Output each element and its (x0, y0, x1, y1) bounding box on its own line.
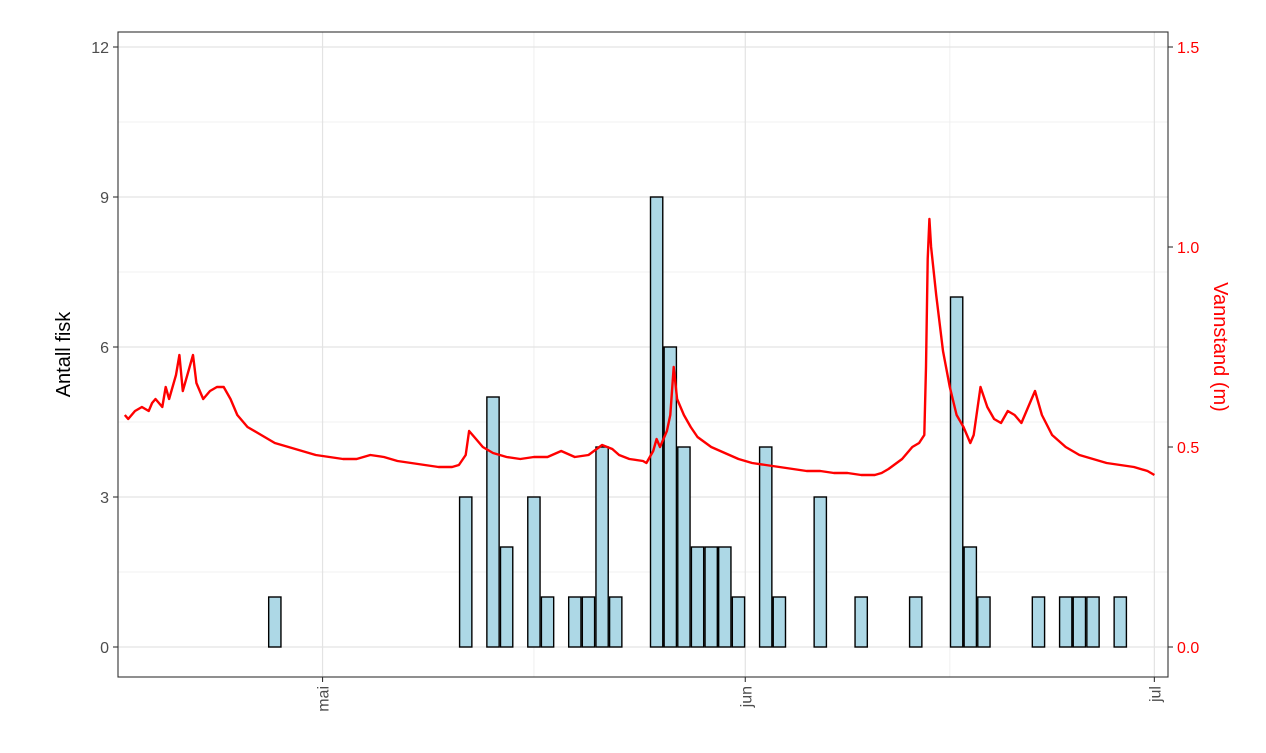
bar (1086, 596, 1100, 648)
bar (854, 596, 869, 648)
bar (1058, 596, 1073, 648)
y-tick-label: 0 (100, 640, 109, 657)
bar (458, 496, 473, 648)
bar (977, 596, 991, 648)
bar (581, 596, 596, 648)
bar (1031, 596, 1046, 648)
axes: 0 3 6 9 12 0.0 0.5 1.0 1.5 mai jun jul (91, 40, 1199, 712)
y-axis-label: Antall fisk (53, 311, 75, 398)
plot-panel-border (117, 31, 1169, 678)
y2-tick-label: 1.0 (1177, 240, 1199, 257)
plot-background (118, 32, 1168, 677)
bar (908, 596, 923, 648)
y2-tick-label: 0.5 (1177, 440, 1199, 457)
bar (772, 596, 787, 648)
bars (267, 196, 1128, 648)
y2-tick-label: 1.5 (1177, 40, 1199, 57)
y-tick-label: 3 (100, 490, 109, 507)
bar (717, 546, 732, 648)
x-tick-label: jul (1147, 686, 1164, 703)
bar (486, 396, 500, 648)
x-tick-label: jun (738, 686, 755, 708)
x-tick-label: mai (316, 686, 333, 712)
bar (649, 196, 664, 648)
grid (118, 32, 1168, 677)
y2-tick-label: 0.0 (1177, 640, 1199, 657)
bar (690, 546, 705, 648)
secondary-y-axis-label: Vannstand (m) (1209, 282, 1231, 412)
bar (813, 496, 828, 648)
bar (608, 596, 623, 648)
bar (595, 446, 609, 648)
bar (677, 446, 691, 648)
bar (758, 446, 773, 648)
bar (704, 546, 719, 648)
bar (540, 596, 555, 648)
bar (663, 346, 678, 648)
bar (527, 496, 541, 648)
bar (1072, 596, 1087, 648)
bar (267, 596, 282, 648)
y-tick-label: 9 (100, 190, 109, 207)
bar (499, 546, 514, 648)
y-tick-label: 12 (91, 40, 109, 57)
y-tick-label: 6 (100, 340, 109, 357)
bar (949, 296, 964, 648)
bar (1113, 596, 1128, 648)
water-level-line (123, 217, 1156, 477)
bar (963, 546, 978, 648)
bar (567, 596, 582, 648)
bar (731, 596, 746, 648)
water-level-series (123, 217, 1156, 477)
